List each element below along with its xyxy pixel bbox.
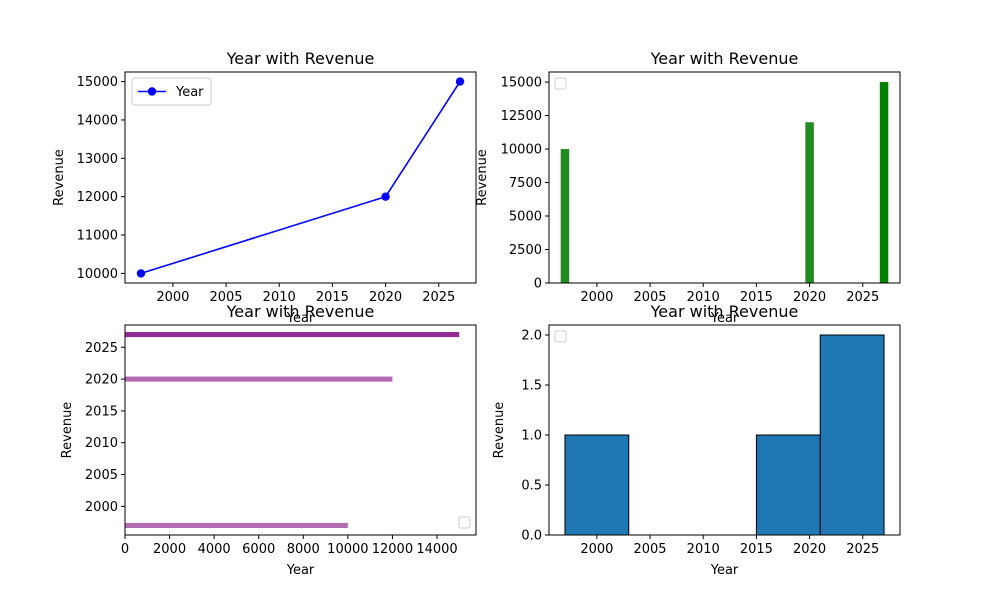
y-tick-label: 14000 xyxy=(77,113,118,128)
x-tick-label: 2000 xyxy=(580,290,613,305)
y-tick-label: 10000 xyxy=(501,143,542,158)
x-tick-label: 2000 xyxy=(153,542,186,557)
x-tick-label: 4000 xyxy=(198,542,231,557)
x-tick-label: 2010 xyxy=(263,290,296,305)
legend-label: Year xyxy=(175,85,204,100)
x-tick-label: 6000 xyxy=(242,542,275,557)
chart-title: Year with Revenue xyxy=(650,49,799,68)
bar-1997 xyxy=(125,522,348,528)
x-tick-label: 2020 xyxy=(793,542,826,557)
chart-title: Year with Revenue xyxy=(650,302,799,321)
x-tick-label: 2015 xyxy=(316,290,349,305)
y-tick-label: 1.5 xyxy=(521,379,542,394)
subplot-2: 2000 2005 2010 2015 2020 2025 0 2500 5000 7500 100… xyxy=(475,49,901,326)
y-tick-label: 2005 xyxy=(85,468,118,483)
y-tick-label: 2020 xyxy=(85,373,118,388)
y-axis-label: Revenue xyxy=(60,402,75,459)
data-point-2027 xyxy=(455,77,465,86)
hist-bin-3 xyxy=(755,434,821,536)
x-tick-label: 2010 xyxy=(687,290,720,305)
x-tick-label: 2025 xyxy=(846,542,879,557)
x-axis-label: Year xyxy=(710,563,739,578)
y-tick-label: 0.5 xyxy=(521,479,542,494)
y-axis-label: Revenue xyxy=(52,149,67,206)
legend-marker xyxy=(147,87,157,96)
y-tick-label: 2500 xyxy=(509,243,542,258)
y-axis-label: Revenue xyxy=(475,149,490,206)
legend-empty-box xyxy=(554,77,567,90)
x-tick-label: 2005 xyxy=(209,290,242,305)
y-axis-label: Revenue xyxy=(492,402,507,459)
x-tick-label: 12000 xyxy=(372,542,413,557)
y-tick-label: 5000 xyxy=(509,210,542,225)
bar-2027 xyxy=(125,332,460,338)
x-tick-label: 2025 xyxy=(846,290,879,305)
axes-frame xyxy=(548,71,901,284)
y-tick-label: 2025 xyxy=(85,341,118,356)
x-axis-label: Year xyxy=(286,311,315,326)
legend: Year xyxy=(131,77,212,106)
subplot-3: 0 2000 4000 6000 8000 10000 12000 14000 2000 2005… xyxy=(60,302,477,578)
x-axis-label: Year xyxy=(710,311,739,326)
y-tick-label: 2000 xyxy=(85,500,118,515)
x-tick-label: 2020 xyxy=(793,290,826,305)
y-tick-label: 15000 xyxy=(501,76,542,91)
legend-empty-box xyxy=(554,330,567,343)
bar-2027 xyxy=(879,82,889,283)
data-point-1997 xyxy=(136,269,146,278)
x-tick-label: 8000 xyxy=(287,542,320,557)
y-tick-label: 11000 xyxy=(77,229,118,244)
x-tick-label: 10000 xyxy=(327,542,368,557)
x-tick-label: 2000 xyxy=(156,290,189,305)
bar-2020 xyxy=(805,122,814,283)
y-tick-label: 12000 xyxy=(77,190,118,205)
y-tick-label: 10000 xyxy=(77,267,118,282)
y-tick-label: 15000 xyxy=(77,75,118,90)
hist-bin-0 xyxy=(564,434,630,536)
x-axis-label: Year xyxy=(286,563,315,578)
y-tick-label: 2010 xyxy=(85,436,118,451)
y-tick-label: 7500 xyxy=(509,176,542,191)
subplot-4: 2000 2005 2010 2015 2020 2025 0.0 0.5 1.0 1.5 2.0 Y… xyxy=(492,302,901,578)
axes-frame xyxy=(548,324,901,536)
y-tick-label: 2.0 xyxy=(521,329,542,344)
axes-frame xyxy=(124,71,477,284)
chart-title: Year with Revenue xyxy=(226,302,375,321)
y-tick-label: 1.0 xyxy=(521,429,542,444)
axes-frame xyxy=(124,324,477,536)
x-tick-label: 2015 xyxy=(740,290,773,305)
bar-2020 xyxy=(125,376,393,382)
bar-1997 xyxy=(560,149,570,283)
x-tick-label: 2005 xyxy=(633,542,666,557)
x-tick-label: 14000 xyxy=(416,542,457,557)
x-tick-label: 2010 xyxy=(687,542,720,557)
chart-title: Year with Revenue xyxy=(226,49,375,68)
y-tick-label: 0.0 xyxy=(521,529,542,544)
y-tick-label: 13000 xyxy=(77,152,118,167)
x-tick-label: 0 xyxy=(121,542,129,557)
x-tick-label: 2025 xyxy=(422,290,455,305)
x-tick-label: 2005 xyxy=(633,290,666,305)
x-tick-label: 2000 xyxy=(580,542,613,557)
data-point-2020 xyxy=(381,192,390,201)
legend-empty-box xyxy=(458,516,471,529)
x-tick-label: 2015 xyxy=(740,542,773,557)
hist-bin-4 xyxy=(819,334,885,536)
series-line xyxy=(140,81,461,275)
y-tick-label: 0 xyxy=(534,277,542,292)
y-tick-label: 12500 xyxy=(501,109,542,124)
legend-box xyxy=(131,77,212,106)
x-tick-label: 2020 xyxy=(369,290,402,305)
subplot-1: 2000 2005 2010 2015 2020 2025 10000 11000 12000 1… xyxy=(52,49,477,326)
y-tick-label: 2015 xyxy=(85,404,118,419)
